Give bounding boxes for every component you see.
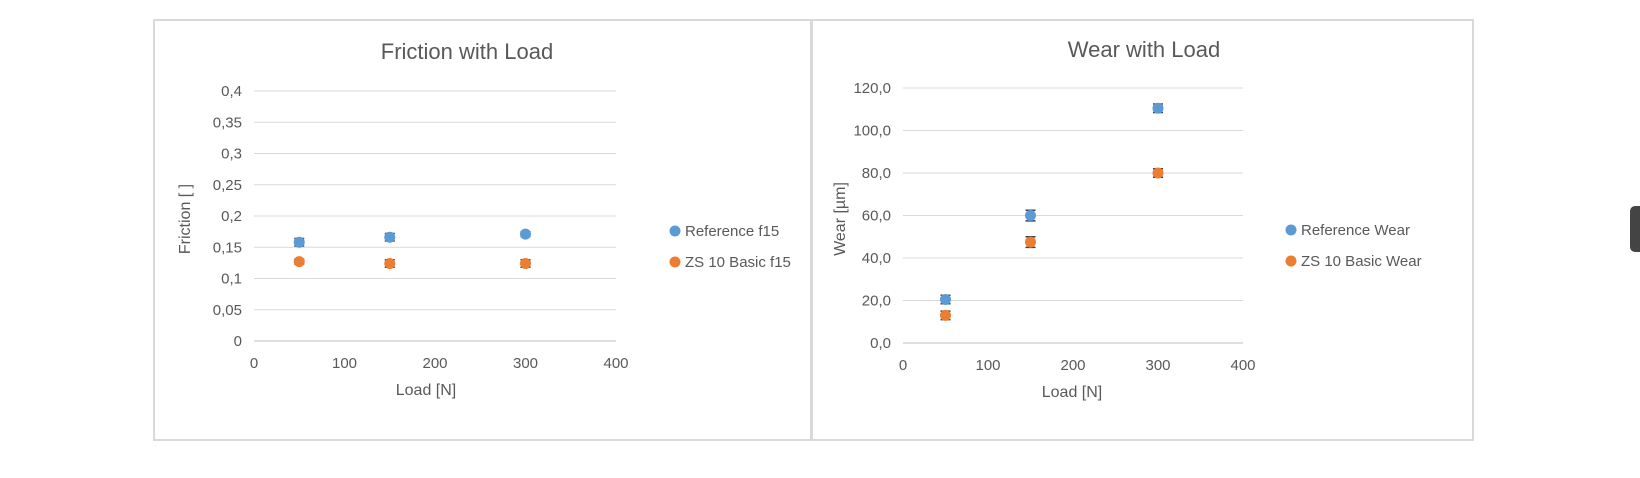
data-marker [940, 309, 951, 321]
data-marker [520, 258, 531, 269]
y-tick-label: 120,0 [853, 80, 891, 97]
data-point [520, 228, 531, 240]
y-tick-label: 20,0 [862, 293, 891, 310]
legend-label: ZS 10 Basic Wear [1301, 253, 1422, 270]
y-tick-label: 0,15 [213, 239, 242, 256]
data-marker [520, 228, 531, 240]
y-tick-label: 100,0 [853, 123, 891, 140]
data-point [293, 256, 305, 268]
y-tick-label: 0,0 [870, 335, 891, 352]
legend-entry: Reference Wear [1285, 222, 1410, 239]
data-marker [384, 231, 396, 243]
data-point [940, 309, 951, 321]
legend-label: Reference f15 [685, 223, 779, 240]
x-tick-label: 100 [975, 357, 1000, 374]
friction-chart-panel: Friction with Load 0 0,05 0,1 0,15 0,2 0,25 0,… [153, 19, 812, 441]
x-tick-label: 0 [250, 355, 258, 372]
x-tick-label: 200 [422, 355, 447, 372]
x-tick-label: 400 [603, 355, 628, 372]
legend-entry: Reference f15 [669, 223, 779, 240]
y-tick-label: 0,05 [213, 302, 242, 319]
x-tick-label: 300 [1145, 357, 1170, 374]
y-tick-label: 40,0 [862, 250, 891, 267]
x-axis-label: Load [N] [396, 382, 456, 399]
legend-entry: ZS 10 Basic f15 [669, 254, 791, 271]
wear-chart: Wear with Load 0,0 20,0 40,0 60,0 80,0 100,0 1… [832, 37, 1422, 401]
side-panel-tab[interactable] [1630, 206, 1640, 252]
x-tick-label: 0 [899, 357, 907, 374]
y-tick-label: 0,25 [213, 177, 242, 194]
y-tick-label: 0,4 [221, 83, 242, 100]
y-tick-label: 0 [234, 333, 242, 350]
x-tick-label: 100 [332, 355, 357, 372]
chart-title: Wear with Load [1068, 37, 1220, 62]
data-marker [1025, 210, 1036, 221]
data-point [1152, 102, 1164, 114]
legend-marker [669, 256, 681, 268]
chart-title: Friction with Load [381, 39, 553, 64]
data-point [384, 231, 396, 243]
data-marker [1152, 102, 1164, 114]
data-point [384, 258, 396, 269]
y-axis-label: Friction [ ] [177, 184, 194, 254]
data-point [1152, 167, 1164, 179]
data-marker [384, 258, 396, 269]
legend-entry: ZS 10 Basic Wear [1285, 253, 1422, 270]
x-tick-label: 200 [1060, 357, 1085, 374]
data-marker [940, 293, 951, 305]
legend-label: ZS 10 Basic f15 [685, 254, 791, 271]
y-axis-label: Wear [µm] [832, 182, 849, 256]
data-marker [293, 256, 305, 268]
data-point [520, 258, 531, 269]
x-axis-label: Load [N] [1042, 384, 1102, 401]
y-tick-label: 0,35 [213, 114, 242, 131]
data-point [1025, 209, 1036, 222]
y-tick-label: 0,3 [221, 146, 242, 163]
data-point [293, 236, 305, 248]
y-tick-label: 80,0 [862, 165, 891, 182]
legend-marker [1285, 255, 1297, 267]
legend-label: Reference Wear [1301, 222, 1410, 239]
x-tick-label: 300 [513, 355, 538, 372]
y-tick-label: 0,2 [221, 208, 242, 225]
y-tick-label: 0,1 [221, 271, 242, 288]
friction-chart: Friction with Load 0 0,05 0,1 0,15 0,2 0,25 0,… [177, 39, 791, 399]
data-point [940, 293, 951, 305]
data-point [1025, 236, 1036, 249]
legend-marker [669, 225, 681, 237]
wear-chart-panel: Wear with Load 0,0 20,0 40,0 60,0 80,0 100,0 1… [811, 19, 1474, 441]
data-marker [293, 236, 305, 248]
data-marker [1152, 167, 1164, 179]
x-tick-label: 400 [1230, 357, 1255, 374]
data-marker [1025, 236, 1036, 248]
legend-marker [1285, 224, 1297, 236]
y-tick-label: 60,0 [862, 208, 891, 225]
